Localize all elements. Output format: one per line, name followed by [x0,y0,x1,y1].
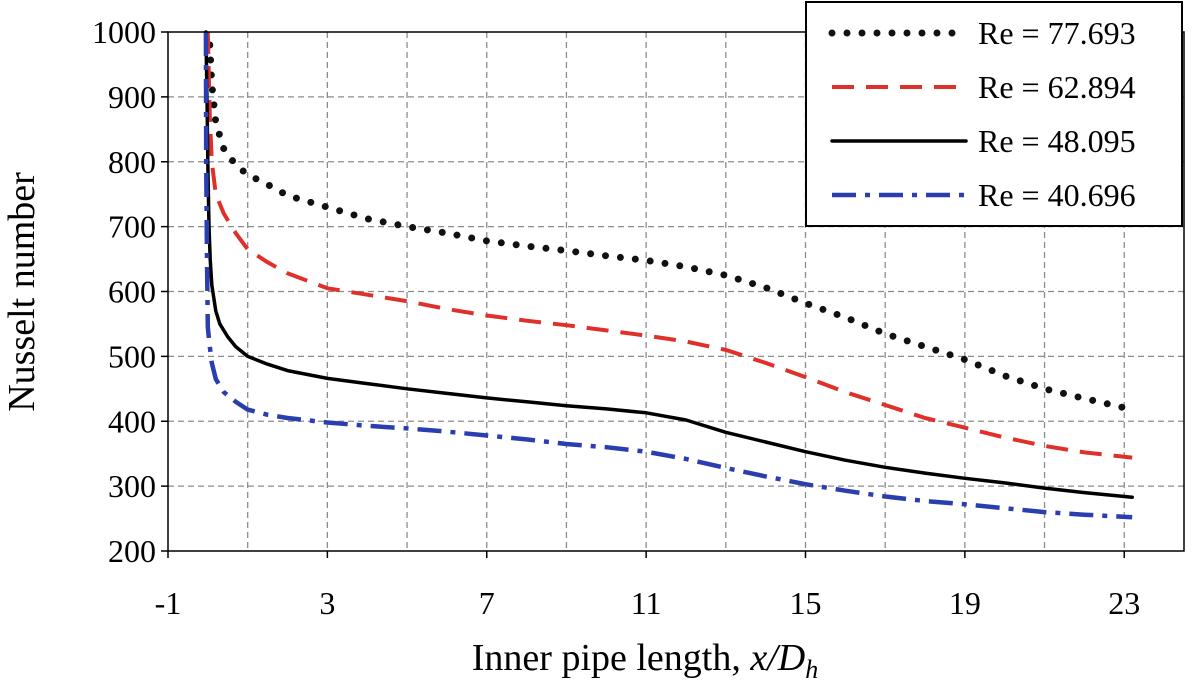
x-tick-label: 7 [479,585,495,621]
x-tick-label: 11 [631,585,662,621]
x-axis-label-subscript: h [805,655,818,684]
y-tick-labels: 200 300 400 500 600 700 800 900 1000 [92,14,168,569]
series-layer [203,30,1136,520]
series-line-2 [205,31,1133,460]
legend-label-2: Re = 62.894 [978,69,1136,105]
legend-label-4: Re = 40.696 [978,177,1136,213]
y-tick-label: 500 [108,338,156,374]
grid-lines [168,32,1184,551]
legend-box [805,1,1183,227]
x-axis-label-italic: x/D [749,637,805,679]
x-axis-label-text: Inner pipe length, [472,637,751,679]
y-axis-label: Nusselt number [1,172,43,412]
series-line-1 [206,41,1136,414]
y-tick-label: 200 [108,533,156,569]
x-tick-labels: -1 3 7 11 15 19 23 [155,551,1140,621]
legend-label-3: Re = 48.095 [978,123,1136,159]
x-tick-label: 15 [789,585,821,621]
y-tick-label: 700 [108,209,156,245]
y-tick-label: 600 [108,274,156,310]
x-tick-label: 3 [319,585,335,621]
legend-label-1: Re = 77.693 [978,15,1136,51]
y-tick-label: 1000 [92,14,156,50]
y-tick-label: 900 [108,79,156,115]
y-tick-label: 300 [108,468,156,504]
series-line-3 [204,30,1134,499]
y-tick-label: 800 [108,144,156,180]
series-line-4 [203,31,1133,520]
y-tick-label: 400 [108,403,156,439]
x-tick-label: 23 [1108,585,1140,621]
x-tick-label: 19 [949,585,981,621]
x-axis-label: Inner pipe length, x/Dh [472,637,818,684]
x-tick-label: -1 [155,585,182,621]
legend: Re = 77.693 Re = 62.894 Re = 48.095 Re = 40… [805,1,1183,227]
